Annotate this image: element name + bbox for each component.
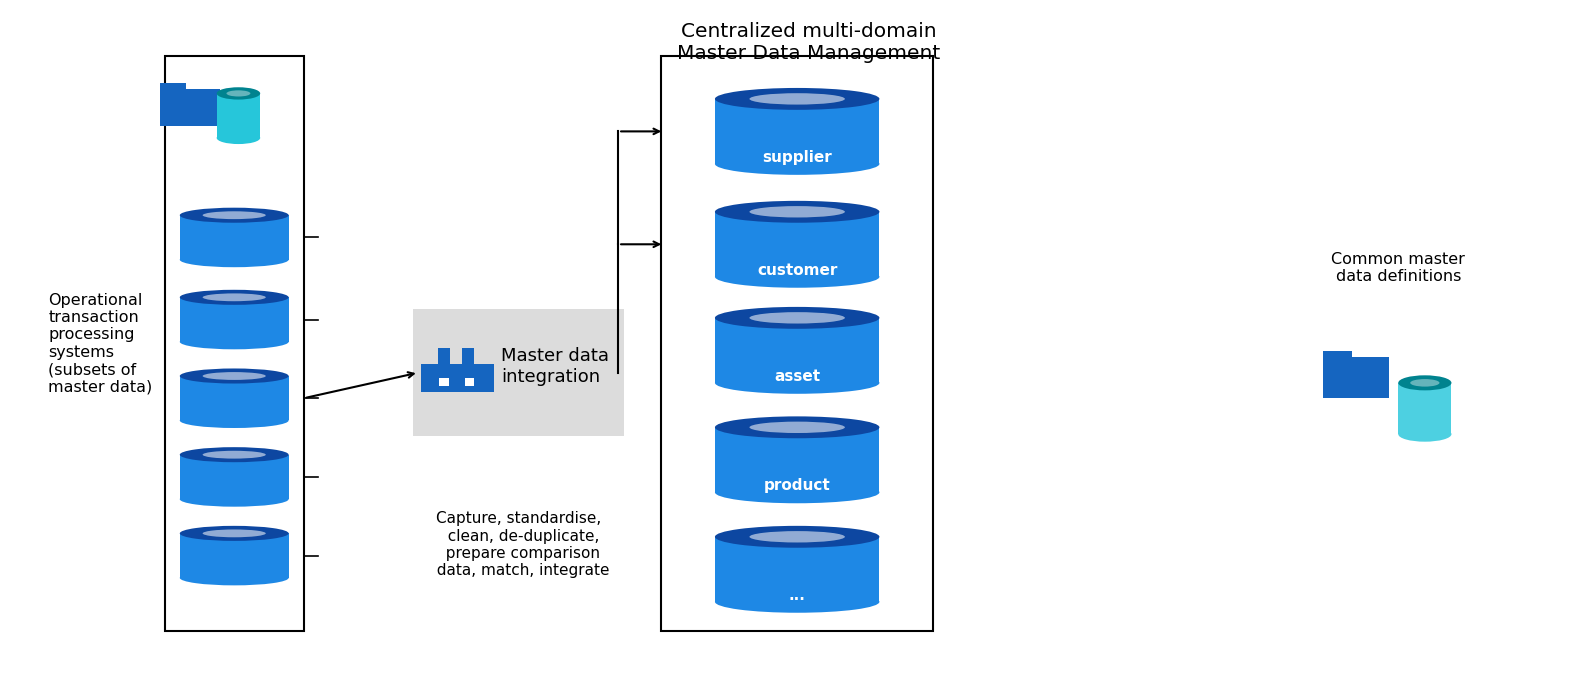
FancyBboxPatch shape <box>438 348 450 365</box>
Ellipse shape <box>180 290 288 305</box>
FancyBboxPatch shape <box>1323 351 1351 359</box>
Ellipse shape <box>750 93 844 104</box>
Ellipse shape <box>750 422 844 433</box>
Ellipse shape <box>750 312 844 324</box>
Text: customer: customer <box>758 262 838 278</box>
FancyBboxPatch shape <box>461 348 474 365</box>
Ellipse shape <box>715 88 879 110</box>
Polygon shape <box>715 99 879 164</box>
Ellipse shape <box>180 252 288 267</box>
Text: ...: ... <box>789 587 806 602</box>
Text: supplier: supplier <box>762 150 832 165</box>
Ellipse shape <box>715 266 879 288</box>
Ellipse shape <box>715 416 879 438</box>
Ellipse shape <box>715 372 879 394</box>
Ellipse shape <box>180 526 288 541</box>
Ellipse shape <box>750 206 844 218</box>
FancyBboxPatch shape <box>465 378 474 386</box>
Ellipse shape <box>180 335 288 349</box>
Text: product: product <box>764 478 830 493</box>
Text: Centralized multi-domain
Master Data Management: Centralized multi-domain Master Data Man… <box>677 22 940 63</box>
Ellipse shape <box>203 451 266 459</box>
FancyBboxPatch shape <box>660 56 932 631</box>
Ellipse shape <box>203 212 266 219</box>
Ellipse shape <box>180 413 288 428</box>
Ellipse shape <box>715 482 879 504</box>
FancyBboxPatch shape <box>413 309 624 436</box>
Polygon shape <box>715 537 879 602</box>
Polygon shape <box>180 215 288 260</box>
Polygon shape <box>180 455 288 499</box>
Polygon shape <box>715 427 879 493</box>
Ellipse shape <box>715 307 879 329</box>
Polygon shape <box>715 212 879 277</box>
FancyBboxPatch shape <box>165 56 304 631</box>
FancyBboxPatch shape <box>159 89 221 126</box>
FancyBboxPatch shape <box>439 378 449 386</box>
Text: Master data
integration: Master data integration <box>501 347 610 386</box>
Polygon shape <box>217 93 260 138</box>
Ellipse shape <box>180 492 288 507</box>
Ellipse shape <box>1399 375 1452 390</box>
Ellipse shape <box>203 530 266 537</box>
Text: asset: asset <box>775 369 821 384</box>
Ellipse shape <box>180 570 288 585</box>
Ellipse shape <box>203 293 266 301</box>
Ellipse shape <box>180 207 288 223</box>
Polygon shape <box>715 318 879 383</box>
Ellipse shape <box>217 87 260 100</box>
Polygon shape <box>180 297 288 342</box>
Polygon shape <box>180 376 288 420</box>
Ellipse shape <box>180 447 288 462</box>
Polygon shape <box>180 533 288 578</box>
Text: Operational
transaction
processing
systems
(subsets of
master data): Operational transaction processing syste… <box>49 293 153 394</box>
FancyBboxPatch shape <box>159 83 186 91</box>
Text: Capture, standardise,
  clean, de-duplicate,
  prepare comparison
  data, match,: Capture, standardise, clean, de-duplicat… <box>427 511 610 578</box>
Ellipse shape <box>1399 427 1452 442</box>
Ellipse shape <box>1410 379 1440 387</box>
Ellipse shape <box>715 201 879 223</box>
FancyBboxPatch shape <box>421 364 493 392</box>
Ellipse shape <box>203 372 266 380</box>
Polygon shape <box>1399 383 1452 434</box>
Ellipse shape <box>180 368 288 383</box>
Text: Common master
data definitions: Common master data definitions <box>1331 252 1465 284</box>
Ellipse shape <box>227 90 250 96</box>
FancyBboxPatch shape <box>1323 357 1389 398</box>
Ellipse shape <box>217 132 260 144</box>
Ellipse shape <box>715 153 879 174</box>
Ellipse shape <box>715 526 879 548</box>
Ellipse shape <box>715 591 879 613</box>
Ellipse shape <box>750 531 844 543</box>
